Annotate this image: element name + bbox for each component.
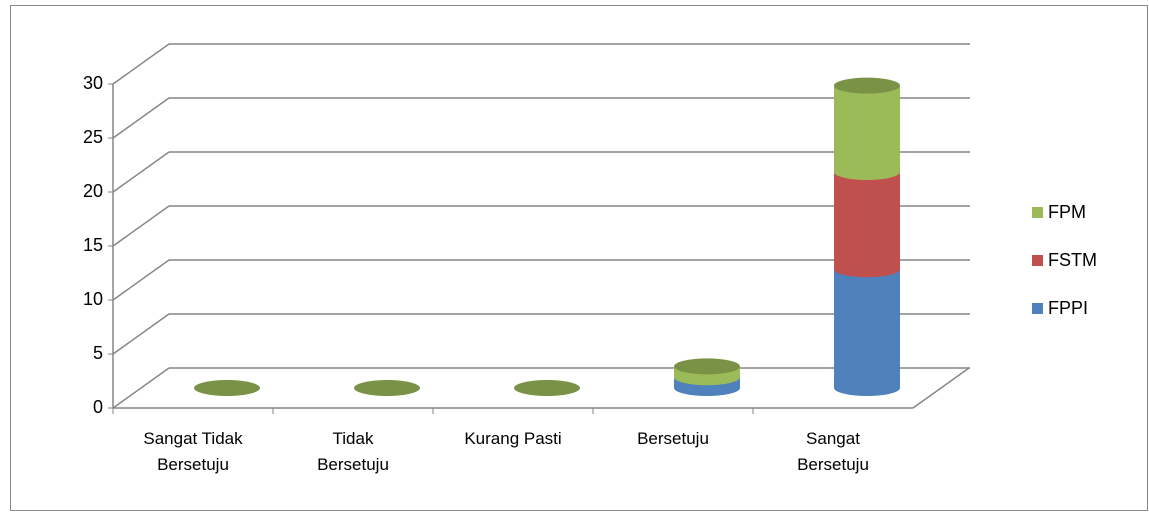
grid-diagonal <box>112 367 170 409</box>
bar-segment <box>834 85 900 180</box>
bar-top <box>674 358 740 375</box>
legend-label: FPPI <box>1048 298 1088 318</box>
y-tick-label: 25 <box>83 127 103 147</box>
grid-diagonal <box>112 313 170 355</box>
floor-edge <box>912 367 970 409</box>
y-tick-label: 0 <box>93 397 103 417</box>
y-tick-label: 20 <box>83 181 103 201</box>
bar-top <box>514 380 580 396</box>
x-tick-label: Sangat Tidak Bersetuju <box>143 429 243 474</box>
legend-label: FPM <box>1048 202 1086 222</box>
bar-top <box>194 380 260 396</box>
grid-diagonal <box>112 151 170 193</box>
x-tick-label: Tidak Bersetuju <box>317 429 389 474</box>
y-tick-label: 5 <box>93 343 103 363</box>
grid-diagonal <box>112 97 170 139</box>
y-tick-label: 10 <box>83 289 103 309</box>
grid-diagonal <box>112 43 170 85</box>
bar-top <box>834 77 900 94</box>
x-tick-label: Kurang Pasti <box>464 429 562 448</box>
legend-label: FSTM <box>1048 250 1097 270</box>
bar-segment <box>834 172 900 278</box>
legend-swatch <box>1032 303 1043 314</box>
bar-segment <box>834 269 900 396</box>
x-tick-label: Sangat Bersetuju <box>797 429 869 474</box>
grid-diagonal <box>112 205 170 247</box>
chart-border <box>10 5 1148 511</box>
legend-swatch <box>1032 255 1043 266</box>
legend-swatch <box>1032 207 1043 218</box>
grid-diagonal <box>112 259 170 301</box>
bar-top <box>354 380 420 396</box>
y-tick-label: 30 <box>83 73 103 93</box>
y-tick-label: 15 <box>83 235 103 255</box>
x-tick-label: Bersetuju <box>637 429 709 448</box>
